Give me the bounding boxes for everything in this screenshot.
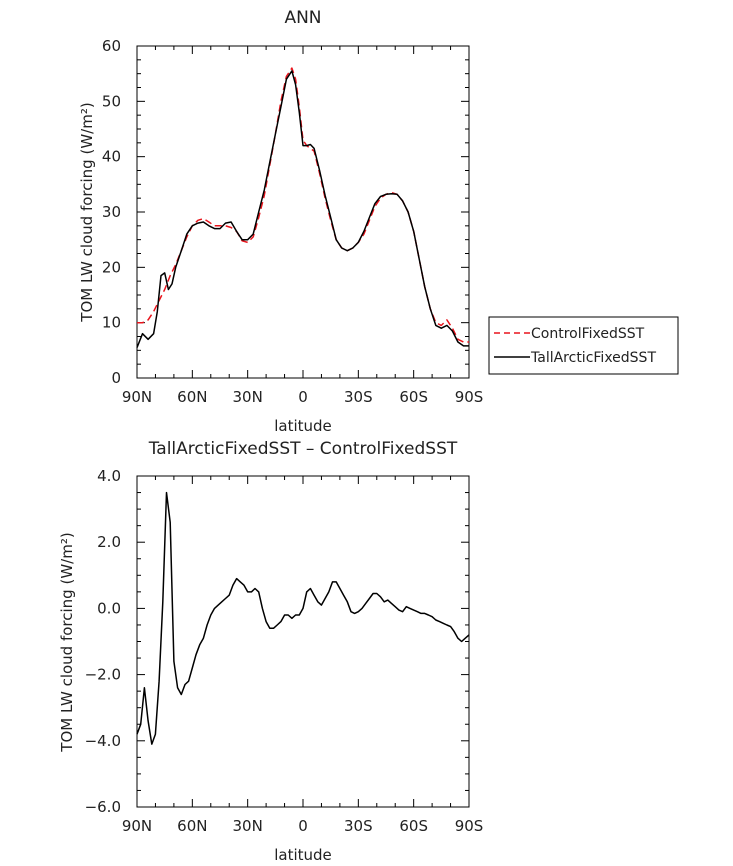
legend-label-control: ControlFixedSST: [531, 326, 645, 342]
top-panel: ANN 90N 60N 30N 0 30S 60S 90S 0 10 20 30 40 50 60 la…: [78, 8, 679, 435]
bottom-y-tick-label: −2.0: [85, 666, 121, 684]
top-y-tick-label: 20: [102, 258, 121, 276]
top-y-tick-label: 60: [102, 37, 121, 55]
bottom-x-tick-label: 60S: [399, 817, 428, 835]
bottom-x-tick-label: 90N: [122, 817, 152, 835]
top-x-axis-label: latitude: [274, 417, 332, 435]
bottom-x-tick-label: 30N: [233, 817, 263, 835]
top-x-tick-label: 30S: [344, 388, 373, 406]
bottom-y-ticks: −6.0 −4.0 −2.0 0.0 2.0 4.0: [85, 467, 469, 816]
top-x-tick-label: 60N: [177, 388, 207, 406]
bottom-x-tick-label: 0: [298, 817, 308, 835]
top-x-tick-label: 90N: [122, 388, 152, 406]
bottom-x-tick-label: 30S: [344, 817, 373, 835]
bottom-series-lines: [136, 491, 470, 745]
bottom-y-tick-label: 4.0: [97, 467, 121, 485]
bottom-panel: TallArcticFixedSST – ControlFixedSST 90N…: [58, 439, 483, 864]
top-y-axis-label: TOM LW cloud forcing (W/m²): [78, 102, 96, 322]
bottom-y-tick-label: 0.0: [97, 599, 121, 617]
bottom-x-tick-label: 90S: [455, 817, 484, 835]
top-plot-frame: [136, 45, 470, 379]
bottom-y-tick-label: −6.0: [85, 798, 121, 816]
legend-label-tallarctic: TallArcticFixedSST: [530, 350, 656, 366]
bottom-y-tick-label: 2.0: [97, 533, 121, 551]
top-series-lines: [136, 67, 469, 348]
bottom-x-axis-label: latitude: [274, 846, 332, 864]
top-x-tick-label: 0: [298, 388, 308, 406]
bottom-x-tick-label: 60N: [177, 817, 207, 835]
top-y-tick-label: 0: [111, 369, 121, 387]
bottom-series-line-difference: [136, 491, 470, 745]
top-y-ticks: 0 10 20 30 40 50 60: [102, 37, 469, 387]
top-y-tick-label: 40: [102, 148, 121, 166]
top-series-line-controlfixedsst: [137, 67, 469, 343]
bottom-x-ticks: 90N 60N 30N 0 30S 60S 90S: [122, 476, 483, 835]
top-chart-title: ANN: [284, 8, 321, 28]
top-x-ticks: 90N 60N 30N 0 30S 60S 90S: [122, 46, 483, 406]
legend-box: [488, 316, 679, 375]
bottom-y-tick-label: −4.0: [85, 732, 121, 750]
top-x-tick-label: 90S: [455, 388, 484, 406]
bottom-chart-title: TallArcticFixedSST – ControlFixedSST: [148, 439, 458, 459]
legend: ControlFixedSST TallArcticFixedSST: [488, 316, 679, 375]
bottom-plot-frame: [136, 475, 470, 808]
top-y-tick-label: 50: [102, 92, 121, 110]
top-x-tick-label: 30N: [233, 388, 263, 406]
top-x-tick-label: 60S: [399, 388, 428, 406]
top-series-line-tallarcticfixedsst: [136, 70, 469, 348]
top-y-tick-label: 30: [102, 203, 121, 221]
top-y-tick-label: 10: [102, 314, 121, 332]
bottom-y-axis-label: TOM LW cloud forcing (W/m²): [58, 532, 76, 752]
